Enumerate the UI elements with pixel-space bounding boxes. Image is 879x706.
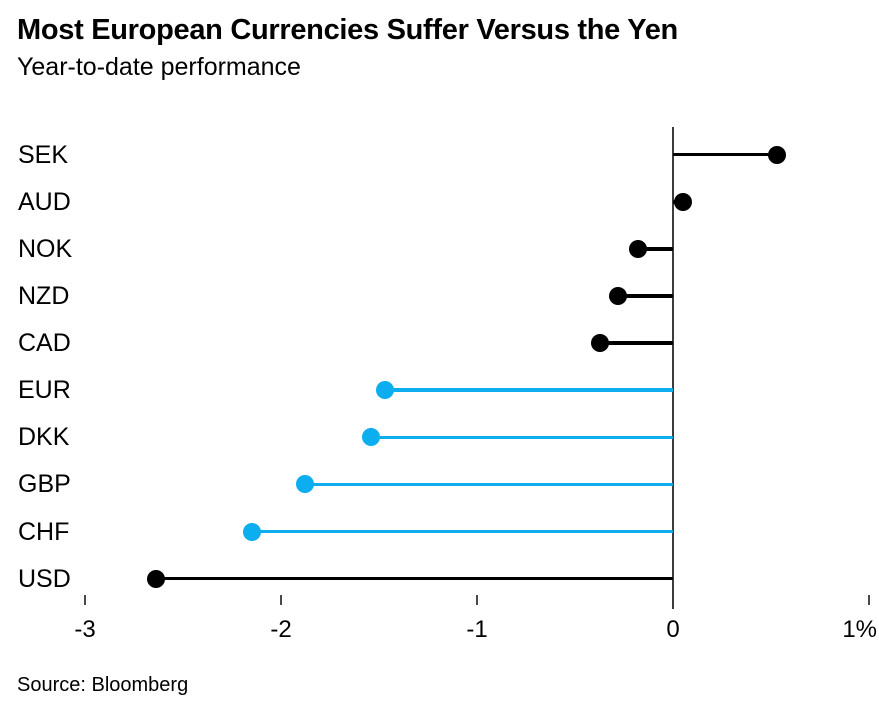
category-label: USD (18, 564, 71, 593)
category-label: DKK (18, 423, 70, 452)
lollipop-stem (618, 294, 673, 298)
lollipop-stem (600, 341, 673, 345)
axis-tick-label: -1 (466, 616, 488, 643)
lollipop-dot (591, 334, 610, 353)
axis-tick-label: -3 (74, 616, 96, 643)
axis-tick-label: 0 (666, 616, 680, 643)
lollipop-dot (609, 287, 628, 305)
category-label: NZD (18, 282, 70, 310)
category-label: GBP (18, 470, 71, 499)
zero-axis-line (672, 127, 674, 609)
chart-title: Most European Currencies Suffer Versus t… (17, 14, 678, 46)
lollipop-dot (375, 381, 394, 400)
lollipop-stem (371, 435, 673, 440)
lollipop-dot (673, 192, 692, 211)
lollipop-stem (304, 482, 673, 487)
category-label: CAD (18, 329, 71, 358)
lollipop-stem (384, 388, 673, 392)
lollipop-dot (767, 145, 786, 164)
axis-tick-label: -2 (270, 616, 292, 643)
category-label: SEK (18, 140, 69, 169)
lollipop-stem (637, 247, 673, 251)
lollipop-dot (295, 475, 314, 494)
axis-tick (476, 595, 478, 605)
lollipop-dot (242, 522, 261, 541)
lollipop-dot (362, 428, 381, 447)
chart-subtitle: Year-to-date performance (17, 53, 301, 81)
axis-tick-label: 1% (842, 616, 877, 643)
lollipop-dot (146, 569, 165, 588)
category-label: NOK (18, 234, 73, 263)
category-label: EUR (18, 376, 71, 405)
category-label: CHF (18, 517, 70, 546)
source-note: Source: Bloomberg (17, 674, 189, 696)
lollipop-dot (628, 239, 647, 258)
category-label: AUD (18, 187, 71, 216)
axis-tick (868, 595, 870, 605)
lollipop-stem (155, 576, 673, 581)
axis-tick (84, 595, 86, 605)
lollipop-stem (673, 152, 777, 157)
axis-tick (280, 595, 282, 605)
lollipop-stem (251, 529, 673, 534)
